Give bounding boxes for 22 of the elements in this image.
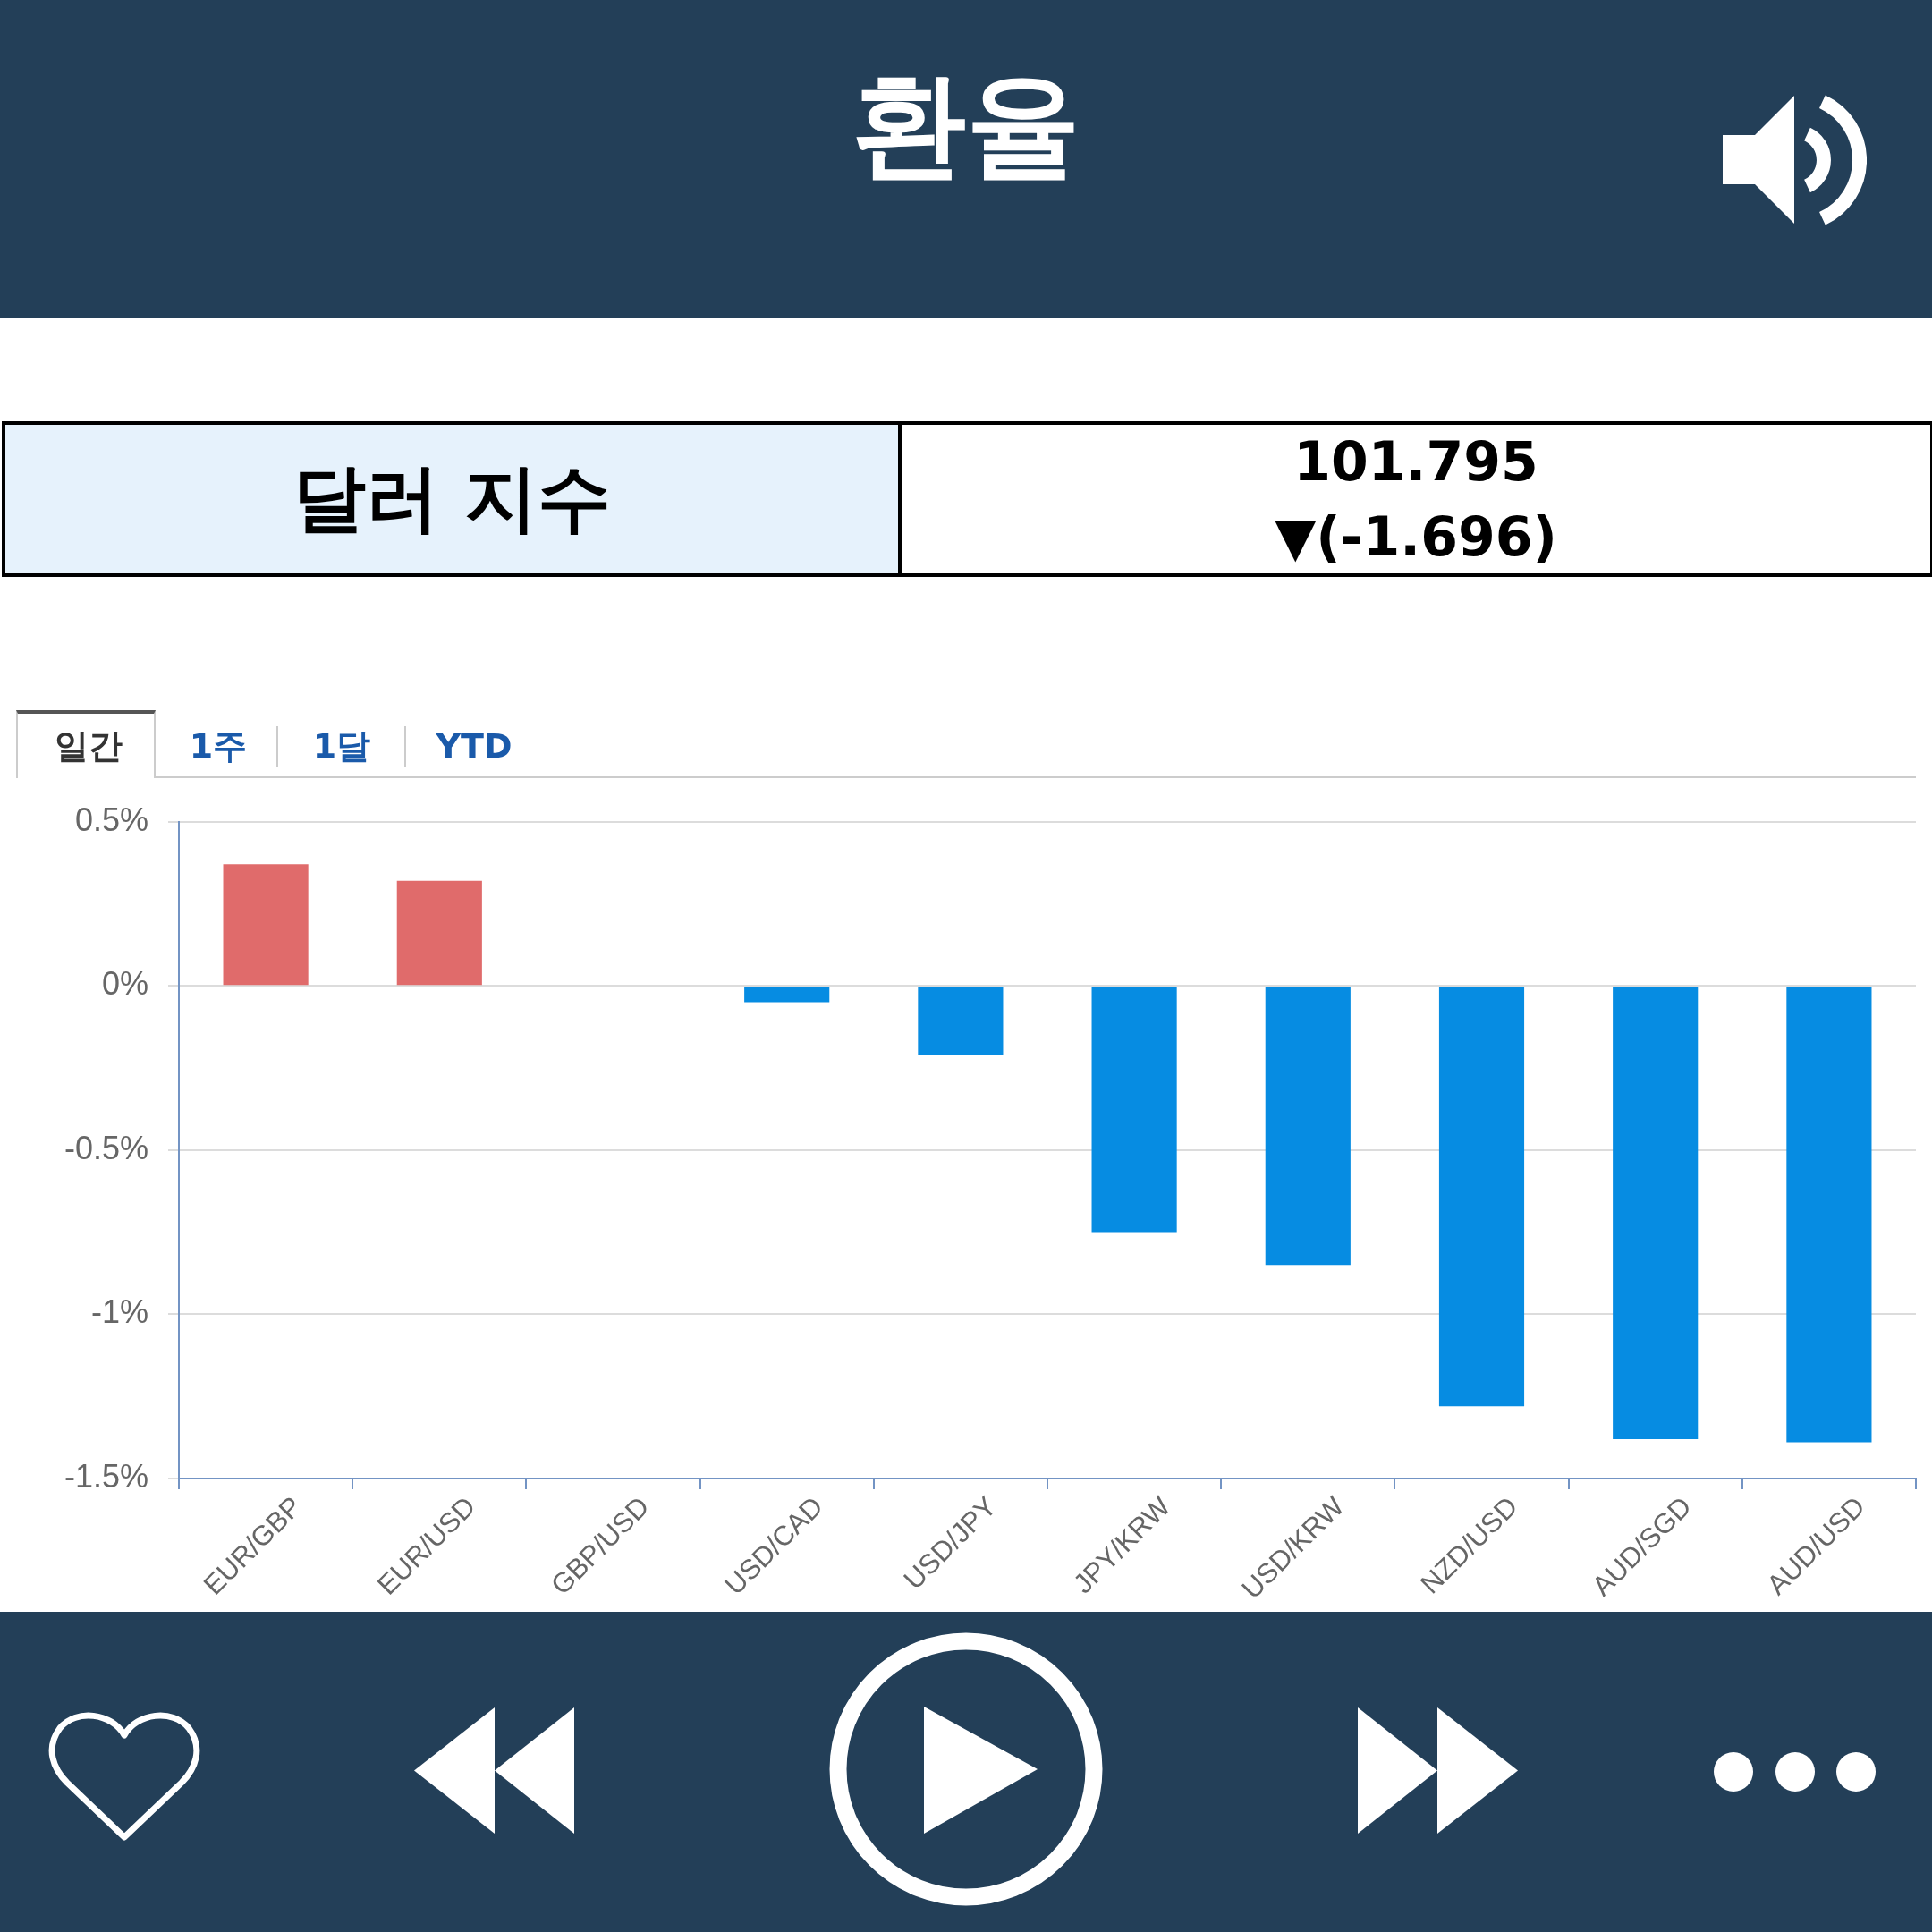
bar bbox=[1438, 987, 1525, 1407]
text: 1주 bbox=[189, 726, 248, 766]
y-tick-label: -1% bbox=[90, 1293, 148, 1331]
text: ▼(-1.696) bbox=[1275, 504, 1557, 570]
y-tick-label: 0% bbox=[101, 965, 148, 1003]
bar bbox=[1786, 987, 1872, 1443]
y-tick-label: 0.5% bbox=[74, 801, 148, 838]
chart-title: 환율 bbox=[851, 57, 1081, 193]
y-tick-label: -1.5% bbox=[64, 1457, 148, 1495]
text: 일간 bbox=[55, 726, 123, 766]
bar bbox=[1265, 987, 1351, 1266]
bar bbox=[1613, 987, 1699, 1439]
text: 101.795 bbox=[1293, 429, 1538, 495]
text: 달러 지수 bbox=[292, 454, 612, 542]
text: YTD bbox=[436, 726, 513, 766]
bar bbox=[744, 987, 830, 1003]
bar bbox=[223, 864, 309, 986]
bar bbox=[1091, 987, 1177, 1233]
text: 1달 bbox=[312, 726, 371, 766]
bar bbox=[396, 880, 482, 986]
y-tick-label: -0.5% bbox=[64, 1129, 148, 1166]
bar bbox=[918, 987, 1004, 1055]
